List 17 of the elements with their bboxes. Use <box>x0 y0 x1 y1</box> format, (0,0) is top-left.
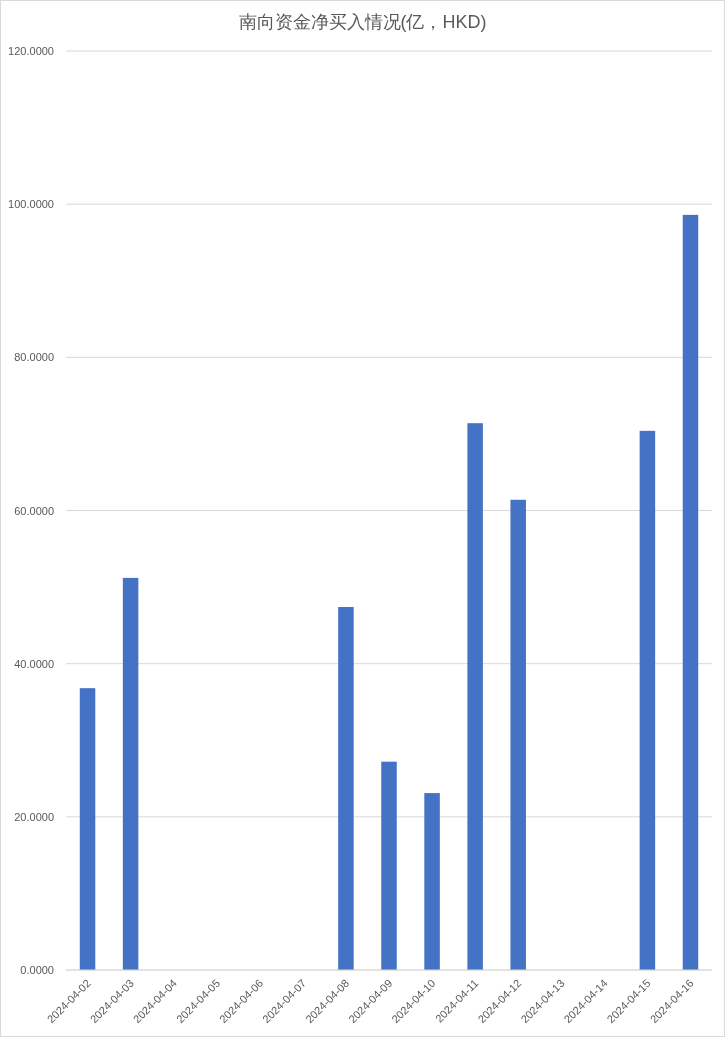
bar <box>682 214 699 970</box>
y-tick-label: 0.0000 <box>20 964 54 976</box>
y-tick-label: 40.0000 <box>14 657 54 670</box>
bar <box>79 688 96 970</box>
bar <box>381 761 397 970</box>
bar <box>424 793 440 970</box>
y-tick-label: 20.0000 <box>14 810 54 823</box>
y-tick-label: 60.0000 <box>14 504 54 517</box>
y-tick-label: 80.0000 <box>14 351 54 364</box>
chart-title: 南向资金净买入情况(亿，HKD) <box>238 12 487 32</box>
bar <box>639 430 656 970</box>
y-tick-label: 100.0000 <box>8 198 54 211</box>
y-tick-label: 120.0000 <box>8 45 54 57</box>
bar <box>467 423 483 970</box>
bar <box>122 577 139 970</box>
bar <box>510 499 526 970</box>
bar <box>338 607 354 970</box>
